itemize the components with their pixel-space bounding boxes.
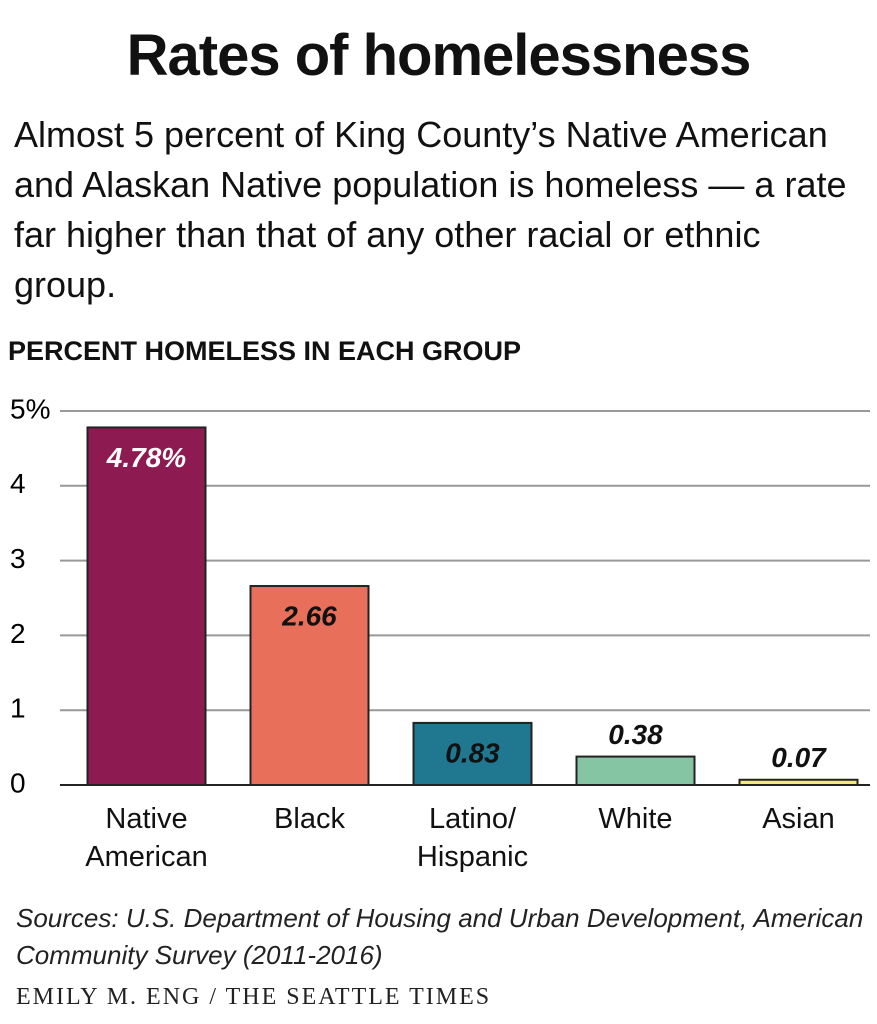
chart-title: Rates of homelessness (126, 23, 752, 88)
y-tick-label: 1 (10, 693, 26, 724)
x-tick-label: White (598, 803, 673, 835)
y-axis-title: PERCENT HOMELESS IN EACH GROUP (8, 336, 522, 366)
x-tick-label: Asian (762, 803, 835, 835)
y-tick-label: 2 (10, 618, 26, 649)
chart-subtitle: Almost 5 percent of King County’s Native… (14, 114, 847, 305)
bar (86, 426, 207, 786)
x-tick-label: Black (274, 803, 345, 835)
value-label: 0.07 (771, 742, 827, 773)
value-label: 0.83 (445, 737, 500, 768)
bar (575, 755, 696, 786)
bar (249, 585, 370, 786)
source-note: Sources: U.S. Department of Housing and … (16, 903, 864, 970)
bar (412, 721, 533, 787)
bar (738, 778, 859, 786)
credit: Emily M. Eng / The Seattle Times (16, 984, 492, 1010)
y-tick-label: 3 (10, 543, 26, 574)
x-tick-label: Latino/ Hispanic (416, 803, 529, 873)
value-label: 2.66 (281, 600, 337, 631)
y-tick-label: 0 (10, 767, 26, 798)
value-label: 4.78% (106, 442, 186, 473)
value-label: 0.38 (608, 719, 663, 750)
y-tick-label: 5% (10, 393, 50, 424)
y-tick-label: 4 (10, 468, 26, 499)
x-tick-label: Native American (85, 803, 208, 873)
